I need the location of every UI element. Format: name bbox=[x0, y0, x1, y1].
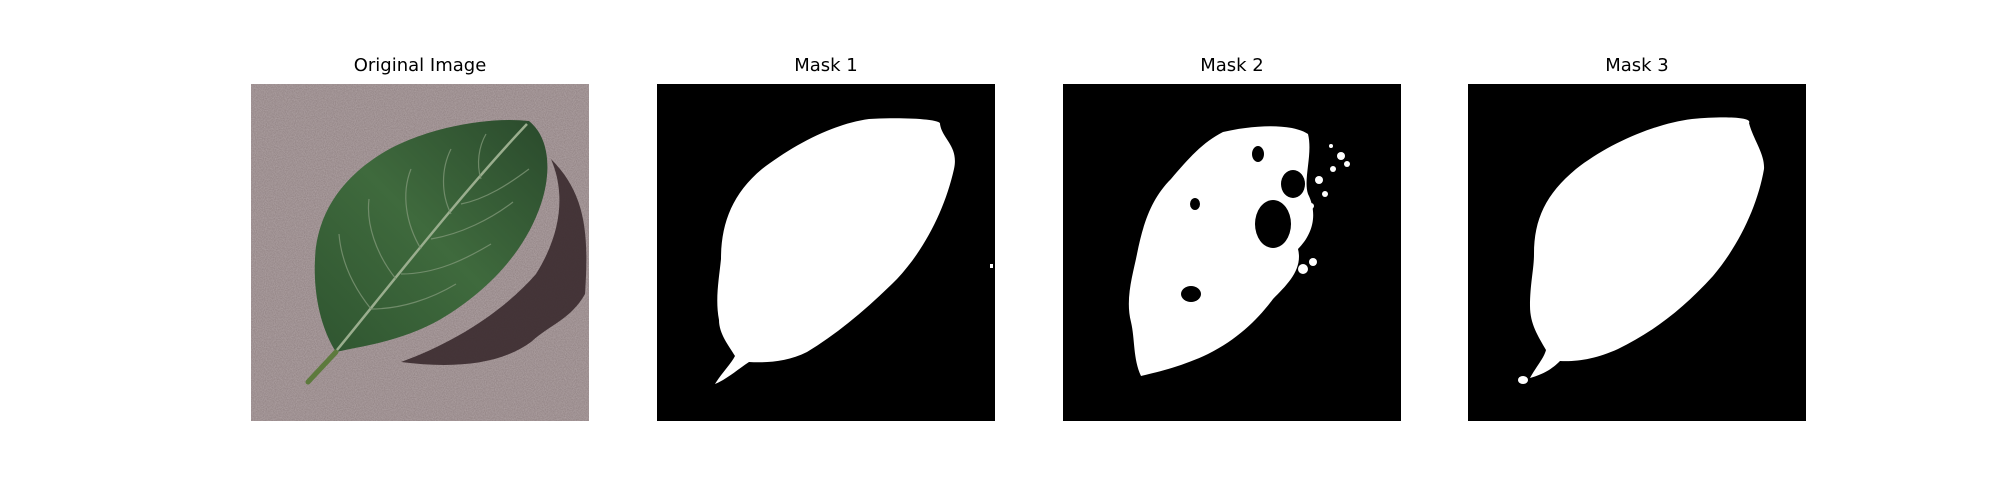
mask-3-image bbox=[1468, 84, 1806, 421]
panel-original-image: Original Image bbox=[251, 55, 589, 421]
original-leaf-photo bbox=[251, 84, 589, 421]
panel-mask-1: Mask 1 bbox=[657, 55, 995, 421]
panel-title: Mask 3 bbox=[1605, 55, 1669, 76]
panel-title: Mask 2 bbox=[1200, 55, 1264, 76]
mask-1-image bbox=[657, 84, 995, 421]
panel-mask-2: Mask 2 bbox=[1063, 55, 1401, 421]
panel-title: Original Image bbox=[353, 55, 487, 76]
panel-mask-3: Mask 3 bbox=[1468, 55, 1806, 421]
panel-title: Mask 1 bbox=[794, 55, 858, 76]
mask-2-image bbox=[1063, 84, 1401, 421]
